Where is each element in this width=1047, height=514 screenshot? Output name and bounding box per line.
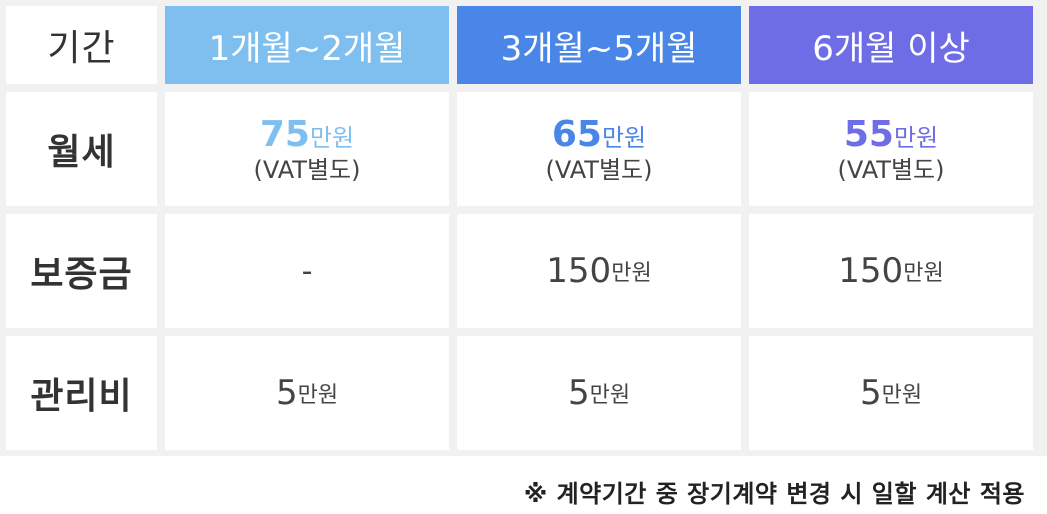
rent-amount-3: 55만원 xyxy=(843,113,939,155)
pricing-grid: 기간 1개월~2개월 3개월~5개월 6개월 이상 월세 75만원 (VAT별도… xyxy=(6,6,1033,450)
deposit-cell-1: - xyxy=(165,214,449,328)
rent-cell-3: 55만원 (VAT별도) xyxy=(749,92,1033,206)
maintenance-row-label: 관리비 xyxy=(6,336,157,450)
pricing-table: 기간 1개월~2개월 3개월~5개월 6개월 이상 월세 75만원 (VAT별도… xyxy=(0,0,1047,456)
rent-row-label: 월세 xyxy=(6,92,157,206)
period-header-label: 기간 xyxy=(6,6,157,84)
rent-vat-note-2: (VAT별도) xyxy=(545,155,653,184)
period-header-3: 6개월 이상 xyxy=(749,6,1033,84)
deposit-row-label: 보증금 xyxy=(6,214,157,328)
deposit-cell-2: 150 만원 xyxy=(457,214,741,328)
maintenance-cell-2: 5 만원 xyxy=(457,336,741,450)
deposit-cell-3: 150 만원 xyxy=(749,214,1033,328)
maintenance-cell-3: 5 만원 xyxy=(749,336,1033,450)
period-header-1: 1개월~2개월 xyxy=(165,6,449,84)
rent-vat-note-1: (VAT별도) xyxy=(253,155,361,184)
rent-amount-1: 75만원 xyxy=(259,113,355,155)
rent-cell-1: 75만원 (VAT별도) xyxy=(165,92,449,206)
period-header-2: 3개월~5개월 xyxy=(457,6,741,84)
rent-vat-note-3: (VAT별도) xyxy=(837,155,945,184)
rent-cell-2: 65만원 (VAT별도) xyxy=(457,92,741,206)
footnote: ※ 계약기간 중 장기계약 변경 시 일할 계산 적용 xyxy=(523,480,1025,508)
rent-amount-2: 65만원 xyxy=(551,113,647,155)
maintenance-cell-1: 5 만원 xyxy=(165,336,449,450)
